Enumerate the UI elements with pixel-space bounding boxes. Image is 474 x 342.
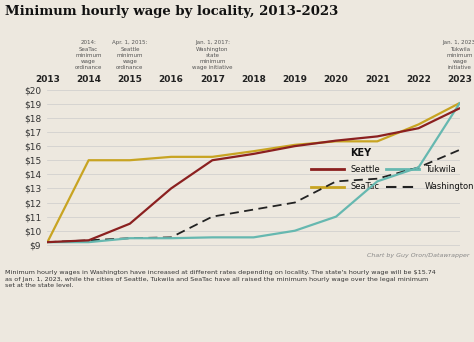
Text: Seattle: Seattle xyxy=(350,165,380,174)
Text: Minimum hourly wages in Washington have increased at different rates depending o: Minimum hourly wages in Washington have … xyxy=(5,270,436,288)
Text: Washington: Washington xyxy=(425,182,474,191)
Text: 2022: 2022 xyxy=(406,75,431,84)
Text: 2017: 2017 xyxy=(200,75,225,84)
Text: 2013: 2013 xyxy=(35,75,60,84)
Text: 2014:
SeaTac
minimum
wage
ordinance: 2014: SeaTac minimum wage ordinance xyxy=(75,40,102,70)
Text: 2020: 2020 xyxy=(324,75,348,84)
Text: KEY: KEY xyxy=(350,148,371,158)
Text: Chart by Guy Oron/Datawrapper: Chart by Guy Oron/Datawrapper xyxy=(367,253,469,258)
Text: Jan. 1, 2023:
Tukwila
minimum
wage
initiative: Jan. 1, 2023: Tukwila minimum wage initi… xyxy=(442,40,474,70)
Text: Tukwila: Tukwila xyxy=(425,165,456,174)
Text: Apr. 1, 2015:
Seattle
minimum
wage
ordinance: Apr. 1, 2015: Seattle minimum wage ordin… xyxy=(112,40,147,70)
Text: 2023: 2023 xyxy=(447,75,472,84)
Text: 2014: 2014 xyxy=(76,75,101,84)
Text: 2021: 2021 xyxy=(365,75,390,84)
Text: Minimum hourly wage by locality, 2013-2023: Minimum hourly wage by locality, 2013-20… xyxy=(5,5,338,18)
Text: Jan. 1, 2017:
Washington
state
minimum
wage initiative: Jan. 1, 2017: Washington state minimum w… xyxy=(192,40,233,70)
Text: 2018: 2018 xyxy=(241,75,266,84)
Text: SeaTac: SeaTac xyxy=(350,182,380,191)
Text: 2016: 2016 xyxy=(159,75,183,84)
Text: 2019: 2019 xyxy=(283,75,307,84)
Text: 2015: 2015 xyxy=(118,75,142,84)
